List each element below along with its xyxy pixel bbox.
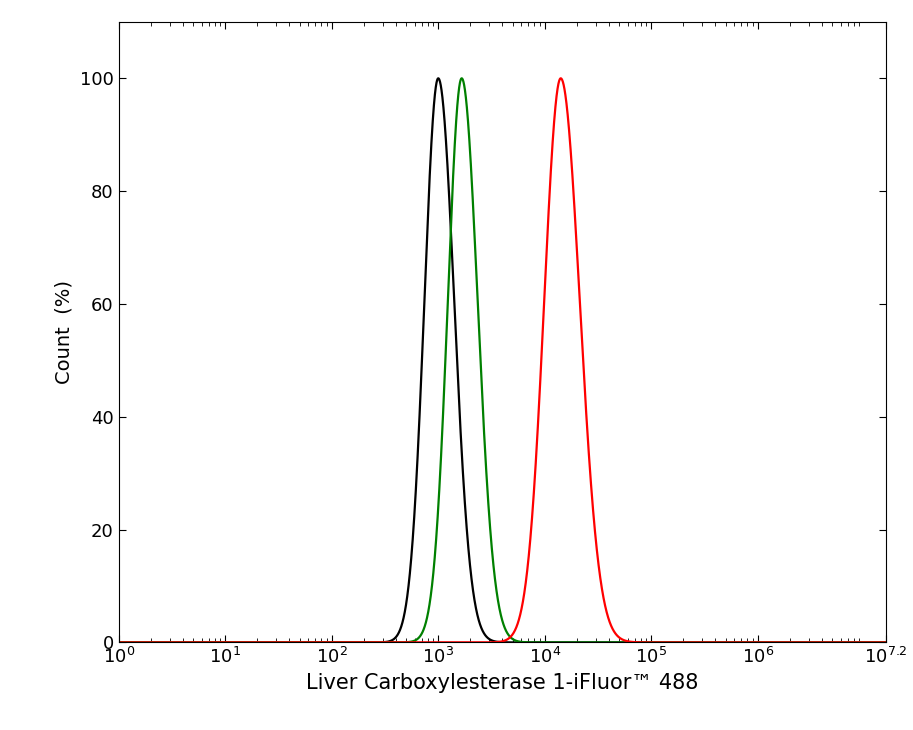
X-axis label: Liver Carboxylesterase 1-iFluor™ 488: Liver Carboxylesterase 1-iFluor™ 488 bbox=[306, 673, 698, 693]
Y-axis label: Count  (%): Count (%) bbox=[54, 280, 73, 384]
